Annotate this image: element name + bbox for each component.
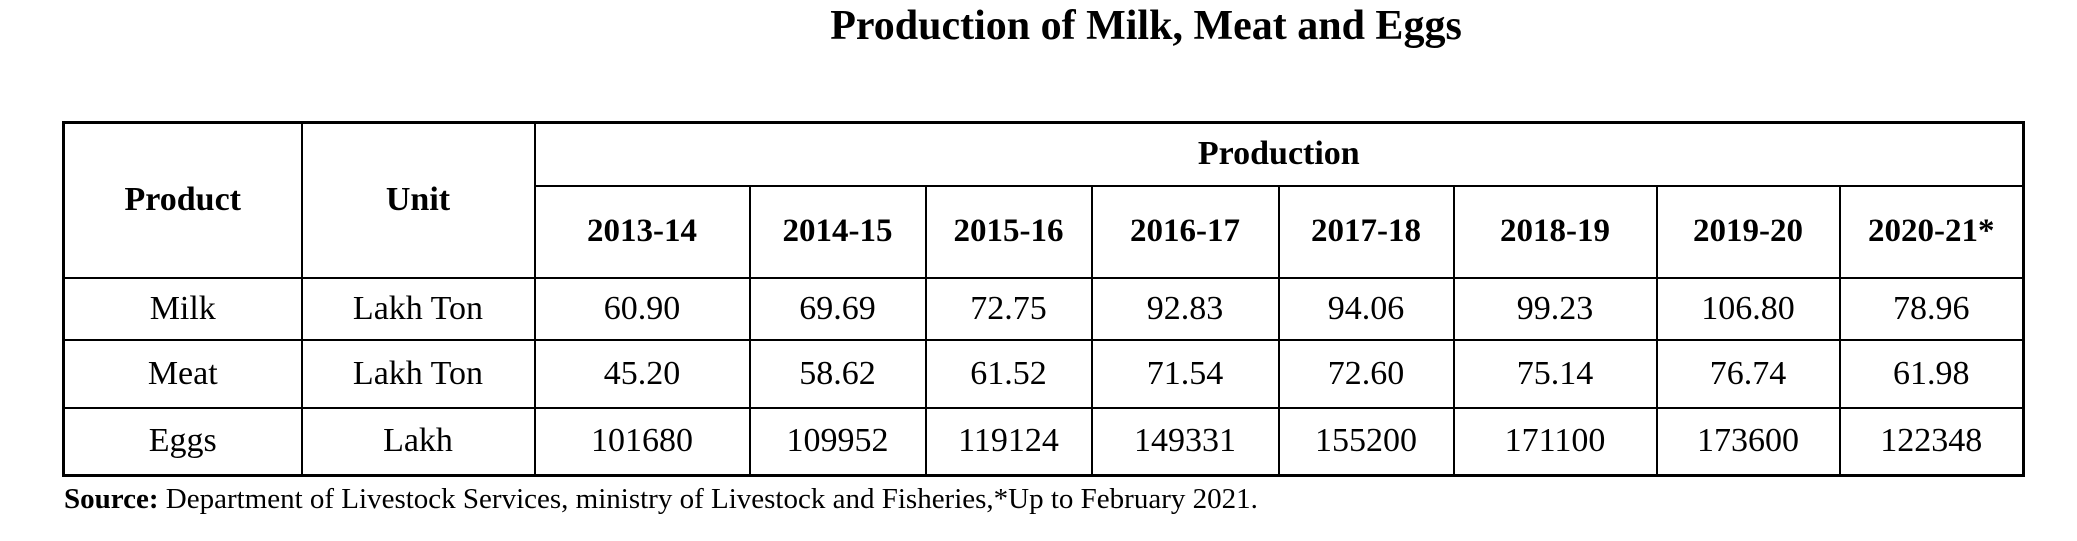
value-cell: 94.06 [1277,276,1455,341]
value-cell: 45.20 [533,338,751,409]
source-label: Source: [64,483,159,515]
year-header: 2020-21* [1838,184,2025,279]
table-row-eggs: Eggs Lakh 101680 109952 119124 149331 15… [62,406,2025,477]
product-name: Eggs [62,406,303,477]
table-header-row-years: 2013-14 2014-15 2015-16 2016-17 2017-18 … [64,184,2025,279]
value-cell: 99.23 [1452,276,1658,341]
value-cell: 72.75 [924,276,1093,341]
value-cell: 92.83 [1090,276,1280,341]
value-cell: 155200 [1277,406,1455,477]
table-row-milk: Milk Lakh Ton 60.90 69.69 72.75 92.83 94… [62,276,2025,341]
value-cell: 171100 [1452,406,1658,477]
value-cell: 75.14 [1452,338,1658,409]
value-cell: 101680 [533,406,751,477]
production-table: Product Unit Production 2013-14 2014-15 … [62,121,2026,477]
table-row-meat: Meat Lakh Ton 45.20 58.62 61.52 71.54 72… [62,338,2025,409]
product-name: Meat [62,338,303,409]
value-cell: 122348 [1838,406,2025,477]
value-cell: 60.90 [533,276,751,341]
unit-cell: Lakh Ton [300,338,536,409]
value-cell: 58.62 [748,338,927,409]
value-cell: 106.80 [1655,276,1841,341]
value-cell: 119124 [924,406,1093,477]
year-header: 2015-16 [924,184,1093,279]
page-title: Production of Milk, Meat and Eggs [830,3,1462,49]
year-header: 2013-14 [533,184,751,279]
value-cell: 61.52 [924,338,1093,409]
year-header: 2014-15 [748,184,927,279]
column-header-unit: Unit [300,121,536,279]
value-cell: 72.60 [1277,338,1455,409]
year-header: 2018-19 [1452,184,1658,279]
year-header: 2016-17 [1090,184,1280,279]
year-header: 2019-20 [1655,184,1841,279]
group-header-production: Production [533,121,2025,187]
value-cell: 61.98 [1838,338,2025,409]
value-cell: 76.74 [1655,338,1841,409]
value-cell: 109952 [748,406,927,477]
value-cell: 173600 [1655,406,1841,477]
value-cell: 149331 [1090,406,1280,477]
source-text: Department of Livestock Services, minist… [158,483,1258,515]
value-cell: 71.54 [1090,338,1280,409]
value-cell: 69.69 [748,276,927,341]
product-name: Milk [62,276,303,341]
column-header-product: Product [62,121,303,279]
table-header-row-group: Product Unit Production [62,121,2025,279]
unit-cell: Lakh Ton [300,276,536,341]
value-cell: 78.96 [1838,276,2025,341]
source-note: Source: Department of Livestock Services… [64,483,1258,516]
unit-cell: Lakh [300,406,536,477]
year-header: 2017-18 [1277,184,1455,279]
